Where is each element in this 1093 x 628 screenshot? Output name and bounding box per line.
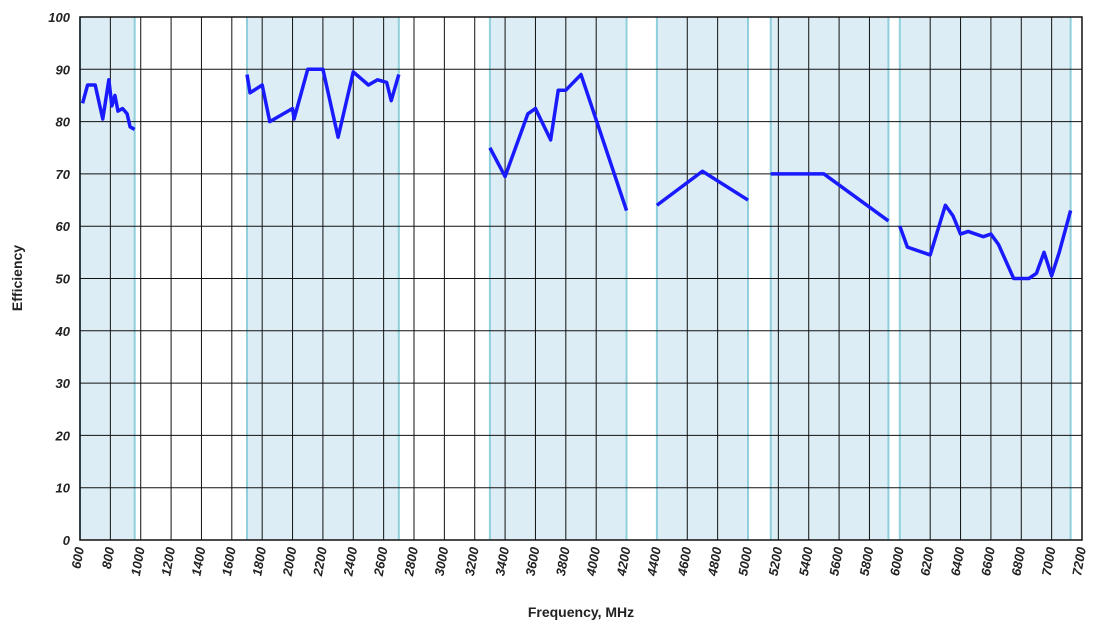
y-tick-label: 80 (56, 115, 71, 130)
x-tick-label: 1400 (189, 545, 209, 577)
y-tick-label: 100 (48, 10, 70, 25)
x-tick-label: 3800 (553, 545, 573, 577)
x-tick-label: 4600 (674, 545, 694, 578)
x-tick-label: 5600 (826, 545, 846, 577)
x-tick-label: 4200 (614, 545, 634, 578)
x-tick-label: 3400 (492, 545, 512, 577)
x-tick-label: 7200 (1069, 545, 1089, 577)
data-line (80, 67, 1073, 281)
x-tick-label: 5000 (735, 545, 755, 577)
x-tick-label: 5800 (857, 545, 877, 577)
x-tick-label: 4000 (583, 545, 603, 578)
x-tick-label: 3600 (523, 545, 543, 577)
x-tick-label: 6400 (948, 545, 968, 577)
plot-border (79, 16, 1083, 541)
x-tick-label: 6000 (887, 545, 907, 577)
y-tick-label: 50 (56, 272, 71, 287)
y-tick-label: 60 (56, 219, 71, 234)
y-tick-label: 70 (56, 167, 71, 182)
y-tick-label: 90 (56, 62, 71, 77)
x-tick-label: 2200 (310, 545, 330, 578)
x-axis-label: Frequency, MHz (528, 604, 634, 620)
y-tick-label: 0 (63, 533, 71, 548)
x-tick-label: 6200 (917, 545, 937, 577)
x-tick-label: 3200 (462, 545, 482, 577)
x-tick-label: 2600 (371, 545, 391, 578)
x-tick-label: 2400 (340, 545, 360, 578)
x-tick-label: 4400 (644, 545, 664, 578)
x-tick-label: 1800 (249, 545, 269, 577)
y-tick-label: 30 (56, 376, 71, 391)
x-tick-label: 7000 (1039, 545, 1059, 577)
x-tick-label: 1600 (219, 545, 239, 577)
x-tick-label: 6600 (978, 545, 998, 577)
x-tick-label: 800 (99, 545, 118, 570)
y-axis-label: Efficiency (9, 245, 25, 311)
x-tick-label: 600 (68, 545, 87, 570)
y-tick-label: 40 (55, 324, 71, 339)
y-tick-label: 10 (56, 481, 71, 496)
x-tick-label: 5200 (766, 545, 786, 577)
y-tick-label: 20 (55, 428, 71, 443)
x-tick-label: 1000 (128, 545, 148, 577)
x-tick-label: 2000 (280, 545, 300, 578)
x-tick-label: 1200 (158, 545, 178, 577)
x-tick-label: 5400 (796, 545, 816, 577)
x-tick-label: 4800 (705, 545, 725, 578)
x-tick-label: 3000 (432, 545, 452, 577)
x-tick-label: 2800 (401, 545, 421, 578)
x-tick-label: 6800 (1008, 545, 1028, 577)
